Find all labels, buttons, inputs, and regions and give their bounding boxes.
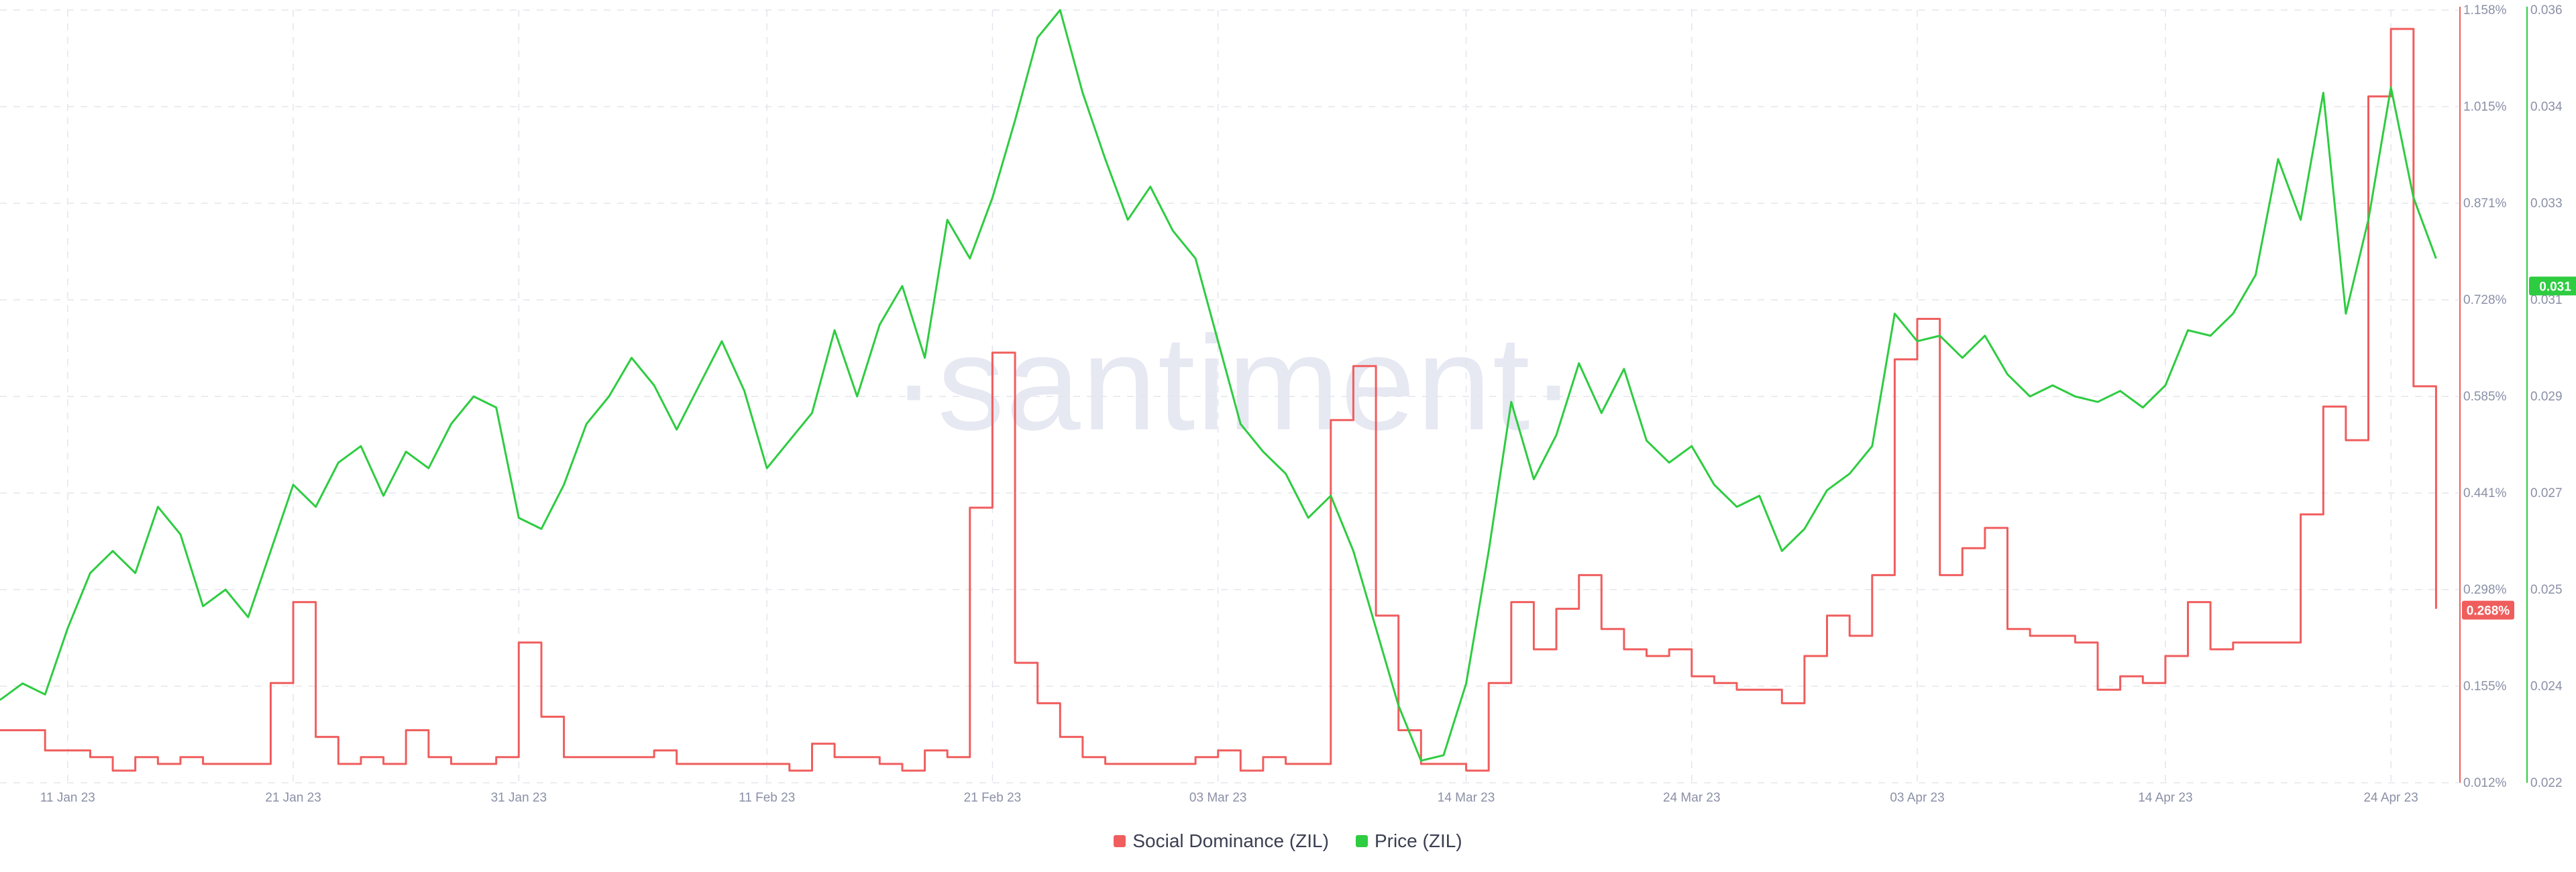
current-value-badge-social-text: 0.268% bbox=[2467, 604, 2510, 618]
y-tick-label-left: 0.728% bbox=[2463, 293, 2507, 307]
y-tick-label-right: 0.024 bbox=[2530, 679, 2563, 694]
x-tick-label: 03 Apr 23 bbox=[1890, 791, 1944, 805]
santiment-watermark: ·santiment· bbox=[892, 309, 1577, 458]
legend-item-price[interactable]: Price (ZIL) bbox=[1355, 830, 1462, 852]
y-tick-label-right: 0.029 bbox=[2530, 390, 2563, 404]
y-tick-label-left: 0.012% bbox=[2463, 776, 2507, 790]
x-tick-label: 21 Feb 23 bbox=[964, 791, 1022, 805]
series-line-price bbox=[0, 9, 2437, 762]
x-tick-label: 24 Mar 23 bbox=[1663, 791, 1721, 805]
legend-label-social: Social Dominance (ZIL) bbox=[1132, 830, 1329, 851]
x-tick-label: 11 Jan 23 bbox=[40, 791, 95, 805]
y-tick-label-right: 0.033 bbox=[2530, 197, 2563, 211]
current-value-badge-price: 0.031 bbox=[2529, 276, 2576, 296]
y-tick-label-left: 0.871% bbox=[2463, 197, 2507, 211]
y-tick-label-left: 1.015% bbox=[2463, 100, 2507, 114]
y-tick-label-left: 0.155% bbox=[2463, 679, 2507, 694]
legend-swatch-price bbox=[1355, 835, 1368, 847]
x-tick-label: 11 Feb 23 bbox=[739, 791, 795, 805]
y-tick-label-left: 0.441% bbox=[2463, 486, 2507, 500]
y-tick-label-right: 0.034 bbox=[2530, 100, 2563, 114]
y-tick-label-right: 0.022 bbox=[2530, 776, 2563, 790]
legend-item-social[interactable]: Social Dominance (ZIL) bbox=[1114, 830, 1329, 852]
legend-swatch-social bbox=[1114, 835, 1126, 847]
y-tick-label-left: 0.298% bbox=[2463, 583, 2507, 597]
current-value-badge-social: 0.268% bbox=[2462, 600, 2514, 620]
legend-label-price: Price (ZIL) bbox=[1374, 830, 1462, 851]
x-tick-label: 24 Apr 23 bbox=[2363, 791, 2418, 805]
y-tick-label-right: 0.031 bbox=[2530, 293, 2563, 307]
y-tick-label-right: 0.036 bbox=[2530, 3, 2563, 17]
axes: 1.158% 0.036 1.015% 0.034 0.871% 0.033 0.728% 0… bbox=[40, 3, 2576, 805]
x-tick-label: 14 Mar 23 bbox=[1438, 791, 1495, 805]
x-tick-label: 31 Jan 23 bbox=[491, 791, 547, 805]
series-line-social-dominance bbox=[0, 28, 2437, 772]
x-tick-label: 03 Mar 23 bbox=[1189, 791, 1247, 805]
x-tick-label: 14 Apr 23 bbox=[2138, 791, 2192, 805]
x-tick-label: 21 Jan 23 bbox=[265, 791, 321, 805]
chart-legend: Social Dominance (ZIL) Price (ZIL) bbox=[0, 830, 2576, 852]
y-tick-label-right: 0.027 bbox=[2530, 486, 2563, 500]
y-tick-label-left: 0.585% bbox=[2463, 390, 2507, 404]
y-tick-label-left: 1.158% bbox=[2463, 3, 2507, 17]
y-tick-label-right: 0.025 bbox=[2530, 583, 2563, 597]
current-value-badge-price-text: 0.031 bbox=[2539, 280, 2571, 294]
series-lines bbox=[0, 9, 2437, 772]
